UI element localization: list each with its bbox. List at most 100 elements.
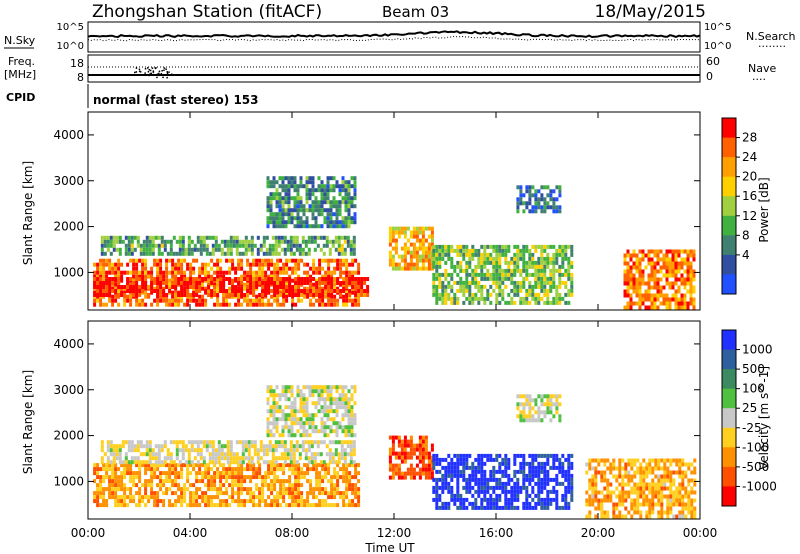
power-cell-0 xyxy=(327,258,331,263)
power-cell-7 xyxy=(659,257,663,262)
power-cell-0 xyxy=(114,286,118,291)
velocity-cell-2 xyxy=(341,429,345,434)
velocity-cell-0 xyxy=(267,463,271,468)
velocity-cell-4 xyxy=(555,481,559,486)
power-cell-4 xyxy=(409,258,413,263)
velocity-cell-0 xyxy=(297,467,301,472)
velocity-cell-0 xyxy=(351,499,355,504)
power-cell-4 xyxy=(427,242,431,247)
velocity-cell-1 xyxy=(112,448,116,453)
power-cell-0 xyxy=(201,270,205,275)
power-cell-0 xyxy=(123,290,127,295)
velocity-cell-5 xyxy=(516,394,520,399)
velocity-cell-0 xyxy=(291,483,295,488)
nave-dot xyxy=(166,71,168,73)
power-cell-7 xyxy=(632,289,636,294)
velocity-cell-4 xyxy=(570,485,574,490)
velocity-cell-1 xyxy=(130,448,134,453)
power-cell-2 xyxy=(124,251,128,256)
power-cell-0 xyxy=(144,262,148,267)
power-cell-5 xyxy=(468,252,472,257)
velocity-cell-0 xyxy=(216,503,220,508)
power-cell-0 xyxy=(276,298,280,303)
velocity-cell-4 xyxy=(531,485,535,490)
power-cell-5 xyxy=(438,244,442,249)
power-cell-3 xyxy=(302,184,306,189)
velocity-cell-1 xyxy=(133,460,137,465)
velocity-cell-0 xyxy=(201,491,205,496)
velocity-cell-5 xyxy=(528,402,532,407)
power-cell-7 xyxy=(656,261,660,266)
power-cell-1 xyxy=(228,293,232,297)
power-cell-1 xyxy=(357,277,361,281)
power-cell-0 xyxy=(132,266,136,271)
velocity-cell-2 xyxy=(266,433,270,438)
power-cell-2 xyxy=(187,247,191,252)
velocity-cell-6 xyxy=(624,482,628,487)
velocity-cell-6 xyxy=(621,502,625,507)
power-cell-6 xyxy=(528,197,532,202)
velocity-cell-1 xyxy=(274,444,278,449)
velocity-cell-0 xyxy=(267,503,271,508)
velocity-cell-0 xyxy=(198,503,202,508)
power-cell-6 xyxy=(552,205,556,210)
power-cell-0 xyxy=(261,298,265,303)
velocity-cell-4 xyxy=(447,481,451,486)
power-cell-2 xyxy=(103,243,107,248)
power-cell-2 xyxy=(268,243,272,248)
velocity-cell-0 xyxy=(279,483,283,488)
power-cell-3 xyxy=(287,180,291,185)
power-cell-2 xyxy=(115,247,119,252)
velocity-cell-4 xyxy=(438,493,442,498)
power-cell-2 xyxy=(148,235,152,240)
power-cell-4 xyxy=(409,262,413,267)
power-cell-0 xyxy=(279,302,283,307)
velocity-cell-0 xyxy=(237,479,241,484)
power-cell-3 xyxy=(344,208,348,213)
power-cell-7 xyxy=(683,277,687,282)
power-cell-5 xyxy=(537,256,541,261)
power-cell-6 xyxy=(528,193,532,198)
power-cell-5 xyxy=(552,260,556,265)
velocity-cell-3 xyxy=(418,475,422,480)
power-cell-5 xyxy=(546,280,550,285)
velocity-cell-0 xyxy=(102,479,106,484)
power-cell-0 xyxy=(258,270,262,275)
power-cell-5 xyxy=(540,288,544,293)
power-cell-5 xyxy=(435,264,439,269)
power-cell-1 xyxy=(258,293,262,297)
nave-dot xyxy=(149,69,152,72)
power-cell-5 xyxy=(447,272,451,277)
power-cell-7 xyxy=(689,293,693,298)
power-cell-0 xyxy=(297,262,301,267)
velocity-cell-2 xyxy=(326,389,330,394)
power-cell-0 xyxy=(165,302,169,307)
velocity-cell-6 xyxy=(597,502,601,507)
power-cell-5 xyxy=(528,252,532,257)
velocity-cell-4 xyxy=(450,457,454,462)
velocity-cell-4 xyxy=(453,465,457,470)
velocity-cell-0 xyxy=(93,499,97,504)
power-cell-4 xyxy=(397,254,401,259)
power-cell-1 xyxy=(360,289,364,293)
velocity-cell-4 xyxy=(483,489,487,494)
power-cell-5 xyxy=(435,284,439,289)
power-cell-5 xyxy=(513,280,517,285)
velocity-cell-4 xyxy=(489,469,493,474)
velocity-cell-6 xyxy=(597,498,601,503)
velocity-cell-0 xyxy=(192,467,196,472)
power-cell-5 xyxy=(489,252,493,257)
velocity-cell-1 xyxy=(259,456,263,461)
power-cell-0 xyxy=(231,278,235,283)
power-cell-0 xyxy=(342,294,346,299)
velocity-cell-0 xyxy=(291,503,295,508)
velocity-cell-1 xyxy=(187,456,191,461)
power-cell-3 xyxy=(269,216,273,221)
velocity-cell-1 xyxy=(139,440,143,445)
velocity-cell-2 xyxy=(311,393,315,398)
power-cell-1 xyxy=(171,285,175,289)
power-cell-5 xyxy=(501,276,505,281)
velocity-cell-3 xyxy=(403,435,407,440)
power-cell-4 xyxy=(394,242,398,247)
power-cell-0 xyxy=(201,286,205,291)
